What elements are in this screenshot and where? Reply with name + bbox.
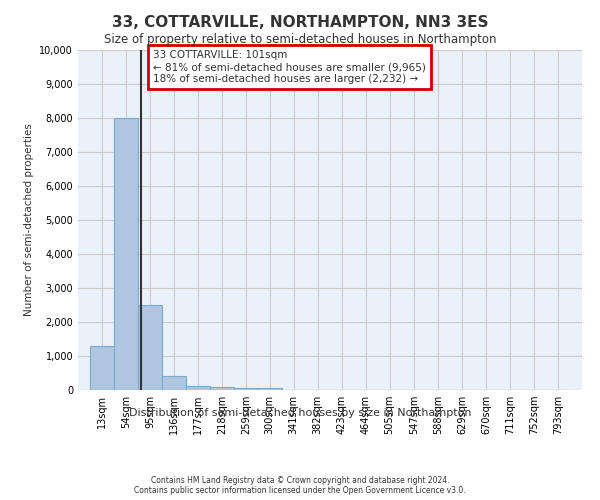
Bar <box>90 346 114 390</box>
Bar <box>114 118 138 390</box>
Text: 33, COTTARVILLE, NORTHAMPTON, NN3 3ES: 33, COTTARVILLE, NORTHAMPTON, NN3 3ES <box>112 15 488 30</box>
Bar <box>138 305 162 390</box>
Bar <box>210 386 234 390</box>
Bar <box>258 388 282 390</box>
Text: Contains HM Land Registry data © Crown copyright and database right 2024.
Contai: Contains HM Land Registry data © Crown c… <box>134 476 466 495</box>
Bar <box>162 376 186 390</box>
Text: Size of property relative to semi-detached houses in Northampton: Size of property relative to semi-detach… <box>104 32 496 46</box>
Y-axis label: Number of semi-detached properties: Number of semi-detached properties <box>24 124 34 316</box>
Text: Distribution of semi-detached houses by size in Northampton: Distribution of semi-detached houses by … <box>129 408 471 418</box>
Text: 33 COTTARVILLE: 101sqm
← 81% of semi-detached houses are smaller (9,965)
18% of : 33 COTTARVILLE: 101sqm ← 81% of semi-det… <box>153 50 426 84</box>
Bar <box>186 386 210 390</box>
Bar <box>234 388 258 390</box>
